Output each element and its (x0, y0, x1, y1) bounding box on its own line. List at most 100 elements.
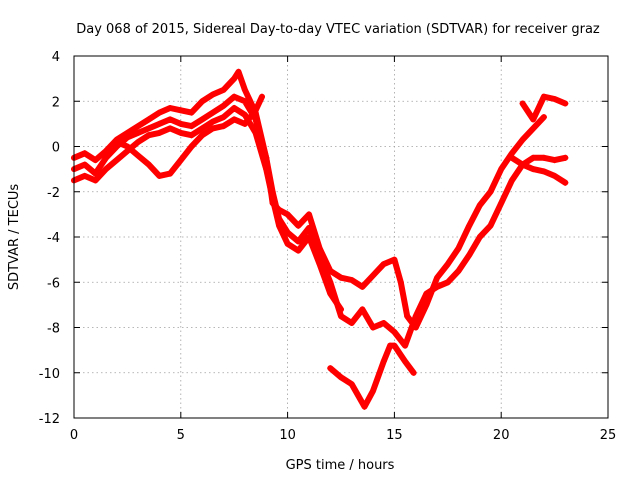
data-point (103, 148, 110, 155)
data-point (92, 177, 99, 184)
data-point (370, 387, 377, 394)
data-point (269, 195, 276, 202)
series-trace (71, 93, 569, 349)
data-point (284, 240, 291, 247)
data-point (81, 150, 88, 157)
data-point (124, 143, 131, 150)
data-point (370, 272, 377, 279)
data-point (391, 329, 398, 336)
y-tick-label: -6 (47, 276, 60, 291)
x-tick-label: 10 (279, 428, 296, 443)
data-point (284, 229, 291, 236)
data-point (241, 86, 248, 93)
data-point (338, 274, 344, 281)
data-point (562, 100, 569, 107)
data-point (156, 120, 163, 127)
y-tick-label: -4 (47, 231, 60, 246)
data-point (466, 222, 473, 229)
data-point (220, 102, 227, 109)
series-2 (71, 93, 569, 349)
data-point (177, 120, 184, 127)
data-point (348, 381, 355, 388)
data-point (519, 136, 526, 143)
data-point (348, 276, 355, 283)
data-point (402, 342, 409, 349)
data-point (295, 238, 302, 245)
data-point (135, 138, 142, 145)
x-tick-label: 5 (177, 428, 185, 443)
data-point (530, 154, 537, 161)
data-point (124, 134, 131, 141)
data-point (508, 154, 515, 161)
data-point (487, 222, 494, 229)
data-point (188, 109, 195, 116)
data-point (284, 211, 291, 218)
x-tick-label: 25 (600, 428, 617, 443)
data-point (316, 261, 323, 268)
data-point (263, 166, 270, 173)
data-point (199, 125, 206, 132)
data-point (113, 157, 120, 164)
data-point (402, 358, 409, 365)
data-point (177, 107, 184, 114)
data-point (167, 116, 174, 123)
data-point (434, 283, 441, 290)
data-point (188, 143, 195, 150)
data-point (455, 267, 462, 274)
y-tick-label: -2 (47, 186, 60, 201)
data-point (252, 107, 259, 114)
data-point (562, 154, 569, 161)
data-point (380, 319, 387, 326)
data-point (530, 166, 537, 173)
data-point (177, 129, 184, 136)
data-point (412, 313, 419, 320)
data-point (220, 114, 227, 121)
data-point (167, 125, 174, 132)
data-point (81, 161, 88, 168)
data-point (540, 93, 547, 100)
series-3 (71, 105, 344, 313)
series-6 (508, 154, 569, 186)
data-point (380, 261, 387, 268)
data-point (167, 170, 174, 177)
data-point (519, 161, 526, 168)
data-point (220, 86, 227, 93)
data-point (305, 224, 312, 231)
data-point (327, 365, 334, 372)
chart-title: Day 068 of 2015, Sidereal Day-to-day VTE… (76, 22, 600, 37)
data-point (103, 166, 110, 173)
data-point (209, 91, 216, 98)
data-point (359, 283, 366, 290)
data-point (540, 114, 547, 121)
data-point (530, 125, 537, 132)
data-point (305, 211, 312, 218)
data-point (355, 392, 362, 399)
x-tick-label: 0 (70, 428, 78, 443)
data-point (530, 116, 537, 123)
data-point (551, 157, 558, 164)
data-series (71, 68, 569, 410)
data-point (476, 234, 483, 240)
data-point (209, 109, 216, 116)
series-7 (519, 93, 569, 123)
data-point (199, 116, 206, 123)
data-point (209, 118, 216, 125)
data-point (156, 172, 163, 179)
data-point (103, 154, 110, 161)
data-point (476, 202, 483, 209)
data-point (348, 319, 355, 326)
data-point (295, 222, 302, 229)
data-point (235, 68, 242, 75)
y-tick-label: 2 (52, 95, 60, 110)
data-point (241, 111, 248, 118)
y-tick-label: -10 (39, 367, 60, 382)
data-point (508, 177, 515, 184)
data-point (562, 179, 569, 186)
data-point (305, 234, 312, 240)
data-point (295, 247, 302, 254)
y-tick-label: -12 (39, 412, 60, 427)
data-point (391, 342, 398, 349)
data-point (551, 172, 558, 179)
data-point (92, 170, 99, 177)
data-point (338, 313, 344, 320)
